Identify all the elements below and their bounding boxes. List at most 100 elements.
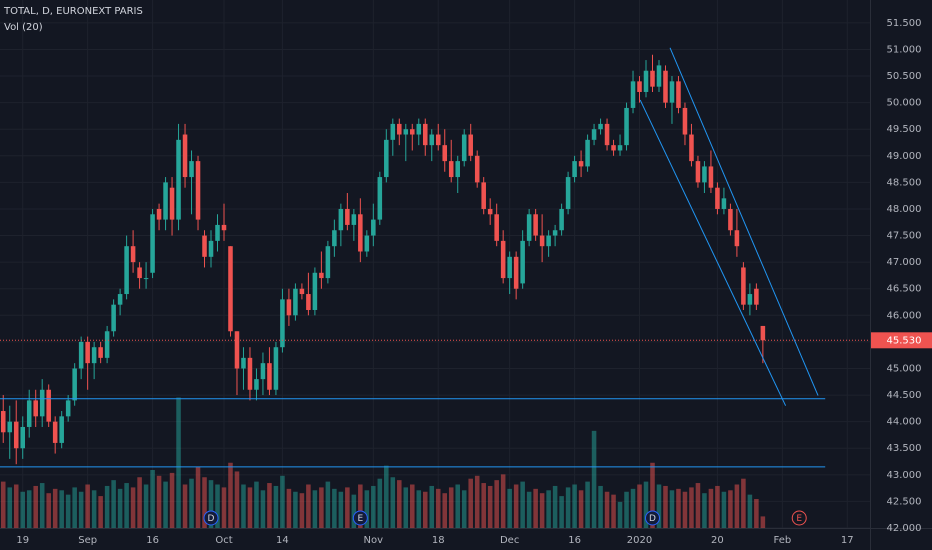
candle-body [39,389,45,417]
candle-body [234,331,240,369]
volume-bar [20,491,25,528]
candle-body [312,272,318,310]
volume-bar [364,490,370,528]
volume-bar [559,496,564,528]
y-tick-label: 49.000 [887,151,922,162]
volume-bar [403,487,409,528]
trend-line [669,47,819,396]
volume-bar [741,478,746,528]
volume-bar [695,483,701,528]
trend-line [639,99,787,406]
candle-body [358,214,363,252]
candle-body [611,145,616,151]
volume-bar [286,488,292,528]
y-tick-label: 42.500 [887,496,922,507]
candle-body [591,129,597,140]
volume-bar [435,488,441,528]
volume-bar [202,477,207,528]
volume-bar [715,485,720,528]
candle-body [416,123,422,135]
y-tick-label: 47.000 [887,257,922,268]
candle-body [176,139,181,220]
candle-body [455,161,460,178]
volume-bar [643,481,649,528]
volume-bar [760,516,766,528]
candle-body [26,400,32,427]
candle-body [143,278,149,280]
candle-body [364,235,370,252]
y-tick-label: 50.500 [887,71,922,82]
volume-bar [416,490,422,528]
volume-bar [468,478,473,528]
volume-bar [721,491,727,528]
volume-bar [474,475,480,528]
candle-body [52,421,58,443]
candle-body [708,166,714,188]
volume-bar [507,488,512,528]
candle-body [442,145,448,162]
y-tick-label: 51.000 [887,44,922,55]
grid [0,0,870,529]
volume-bar [104,485,110,528]
volume-bar [306,484,311,528]
candle-body [117,294,123,305]
y-tick-label: 50.000 [887,98,922,109]
volume-bar [429,485,435,528]
candle-body [332,230,337,247]
volume-bar [124,483,129,528]
volume-bar [448,487,454,528]
volume-bar [461,490,467,528]
candle-body [306,294,311,310]
volume-bar [312,490,318,528]
candle-body [689,134,694,162]
y-tick-label: 42.000 [887,523,922,534]
volume-bar [208,480,214,528]
candle-body [384,139,389,178]
volume-bar [280,475,285,528]
candle-body [643,70,649,92]
candle-body [59,416,64,443]
candle-body [0,411,6,433]
volume-bar [46,493,51,528]
candle-body [578,161,584,167]
volume-bar [442,493,448,528]
volume-bar [702,493,707,528]
volume-bar [143,484,149,528]
volume-bar [487,485,493,528]
volume-bar [65,494,71,528]
candle-body [741,267,746,305]
volume-bar [377,478,383,528]
volume-bar [137,477,142,528]
candle-body [111,304,116,332]
candle-body [182,134,188,178]
candle-body [72,368,77,401]
candle-body [760,325,766,341]
event-label: D [208,514,215,524]
volume-bar [565,487,571,528]
candle-body [150,214,155,273]
candle-body [371,219,376,236]
candle-body [273,347,279,390]
candle-body [539,235,545,247]
volume-bar [656,484,662,528]
candle-body [468,134,473,156]
volume-bar [689,487,694,528]
candle-body [254,379,259,390]
x-tick-label: Sep [78,535,97,546]
candle-body [617,145,623,151]
volume-bar [604,491,610,528]
volume-bar [130,487,136,528]
volume-bar [682,491,688,528]
volume-bar [578,490,584,528]
volume-bar [13,484,19,528]
candle-body [390,123,396,140]
candle-body [728,208,733,231]
volume-bar [410,484,415,528]
y-tick-label: 51.500 [887,18,922,29]
volume-bar [637,484,642,528]
candle-body [422,123,428,146]
volume-bar [708,488,714,528]
volume-bar [325,481,331,528]
